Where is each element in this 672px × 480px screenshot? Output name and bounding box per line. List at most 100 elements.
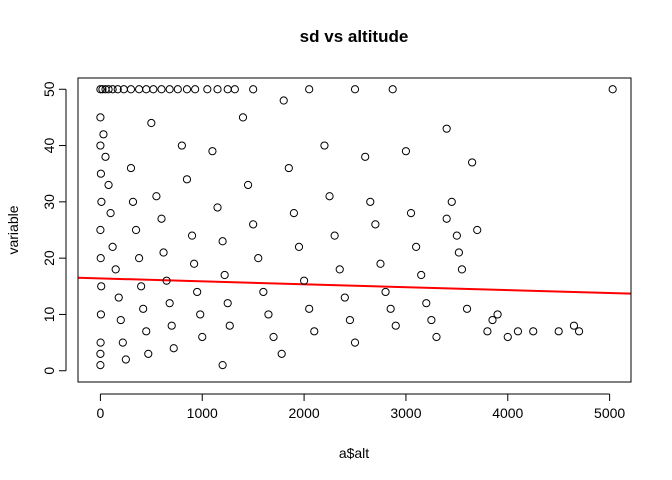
point — [97, 282, 106, 291]
point — [574, 327, 584, 336]
y-tick-label: 0 — [41, 367, 57, 375]
point — [462, 304, 472, 313]
point — [203, 85, 212, 94]
point — [608, 85, 617, 94]
point — [391, 321, 400, 330]
point — [98, 85, 107, 94]
x-tick-label: 5000 — [594, 405, 625, 421]
point — [114, 293, 123, 302]
point — [142, 327, 151, 336]
point — [230, 85, 239, 94]
point — [135, 254, 144, 263]
point — [96, 85, 105, 94]
point — [191, 85, 200, 94]
point — [104, 85, 113, 94]
point — [310, 327, 319, 336]
point — [376, 259, 385, 268]
point — [182, 85, 192, 94]
plot-area — [78, 276, 631, 295]
point — [305, 304, 314, 313]
y-tick-label: 50 — [41, 81, 57, 97]
point — [264, 310, 273, 319]
point — [162, 276, 171, 285]
point — [142, 85, 151, 94]
point — [569, 321, 579, 330]
point — [442, 214, 451, 223]
point — [488, 315, 497, 325]
point — [493, 310, 502, 319]
point — [96, 254, 105, 263]
point — [165, 299, 174, 308]
x-tick-label: 2000 — [289, 405, 320, 421]
point — [208, 147, 217, 156]
point — [177, 141, 186, 150]
point — [350, 85, 360, 94]
point — [99, 130, 108, 139]
point — [189, 259, 199, 268]
point — [157, 214, 166, 223]
point — [330, 231, 339, 240]
point — [116, 315, 125, 325]
point — [106, 209, 115, 218]
point — [131, 225, 141, 235]
point — [118, 338, 127, 347]
point — [422, 299, 431, 308]
point — [108, 242, 117, 251]
point — [104, 180, 113, 190]
point — [96, 113, 105, 122]
point — [169, 344, 178, 353]
point — [305, 85, 314, 94]
point — [294, 242, 304, 251]
point — [196, 310, 205, 319]
point — [108, 85, 117, 94]
point — [299, 276, 309, 285]
point — [147, 118, 156, 128]
point — [447, 197, 456, 206]
point — [554, 327, 563, 336]
point — [218, 237, 227, 246]
chart-title: sd vs altitude — [300, 27, 409, 46]
point — [144, 349, 153, 358]
point — [223, 299, 232, 308]
point — [432, 332, 441, 342]
point — [149, 85, 158, 94]
point — [361, 152, 370, 161]
point — [213, 203, 222, 212]
x-tick-label: 4000 — [492, 405, 523, 421]
point — [165, 85, 174, 94]
point — [218, 361, 227, 370]
point — [325, 192, 334, 201]
point — [401, 147, 411, 156]
x-tick-label: 3000 — [390, 405, 421, 421]
point — [249, 220, 258, 229]
point — [173, 85, 182, 94]
point — [529, 327, 538, 336]
point — [223, 85, 232, 94]
point — [320, 141, 329, 150]
point — [159, 248, 168, 257]
regression-line — [78, 276, 631, 295]
point — [412, 242, 421, 251]
point — [345, 315, 355, 325]
point — [111, 265, 120, 274]
point — [238, 113, 248, 122]
x-axis-label: a$alt — [339, 445, 369, 461]
point — [284, 163, 293, 173]
point — [225, 321, 234, 330]
point — [454, 248, 463, 257]
plot-box — [77, 77, 632, 383]
y-tick-label: 10 — [41, 306, 57, 322]
point — [126, 163, 136, 173]
y-tick-label: 30 — [41, 194, 57, 210]
y-tick-label: 40 — [41, 138, 57, 154]
point — [254, 254, 263, 263]
point — [152, 192, 161, 201]
point — [96, 310, 106, 319]
point — [97, 197, 106, 206]
point — [366, 197, 375, 206]
point — [220, 270, 229, 280]
point — [96, 361, 105, 370]
point — [96, 338, 105, 347]
